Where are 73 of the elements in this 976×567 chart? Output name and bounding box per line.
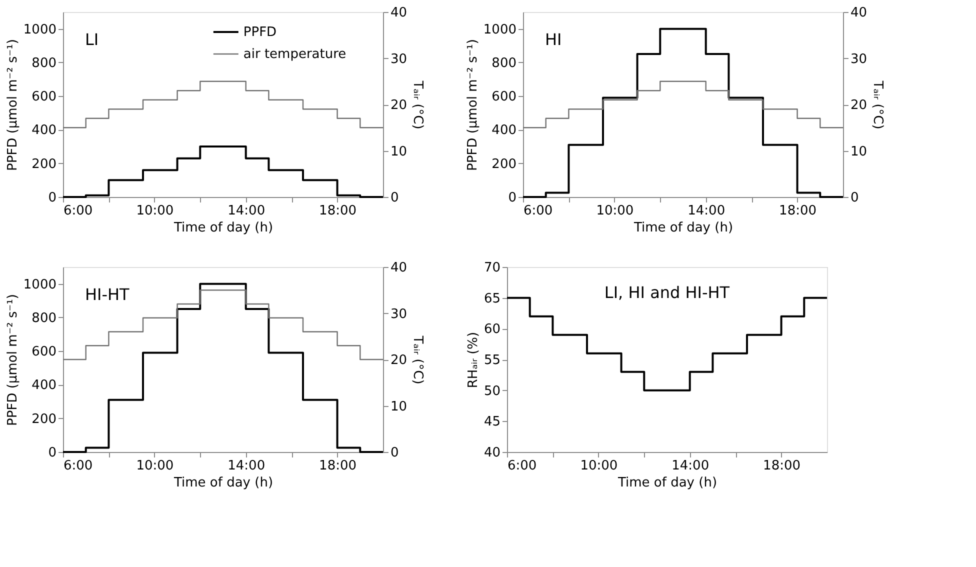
y-tick-label: 400 <box>492 123 516 138</box>
x-axis-title: Time of day (h) <box>172 220 274 236</box>
y2-tick-label: 30 <box>390 52 408 67</box>
y2-tick-label: 20 <box>850 98 868 113</box>
y2-tick-label: 0 <box>850 190 859 206</box>
y2-tick-label: 40 <box>390 260 408 276</box>
legend-label: PPFD <box>243 25 277 40</box>
y2-tick-label: 20 <box>390 98 408 113</box>
x-axis-title: Time of day (h) <box>632 220 734 236</box>
x-axis-title: Time of day (h) <box>172 476 274 490</box>
legend-label: air temperature <box>243 47 346 62</box>
y-tick-label: 1000 <box>483 22 516 38</box>
x-tick-label: 14:00 <box>228 458 266 474</box>
x-tick-label: 14:00 <box>688 204 726 218</box>
y-tick-label: 45 <box>484 414 500 430</box>
y-axis-title: PPFD (µmol m⁻² s⁻¹) <box>5 39 20 171</box>
annotation: HI <box>545 30 562 49</box>
y2-tick-label: 0 <box>390 446 399 460</box>
y2-tick-label: 30 <box>390 306 408 322</box>
y-axis-title: RHₐᵢᵣ (%) <box>466 332 481 388</box>
x-tick-label: 14:00 <box>672 458 710 474</box>
x-tick-label: 6:00 <box>64 458 93 474</box>
x-tick-label: 10:00 <box>136 458 174 474</box>
y-tick-label: 1000 <box>23 22 56 38</box>
x-tick-label: 6:00 <box>524 204 553 218</box>
y2-tick-label: 10 <box>390 144 408 160</box>
y-tick-label: 50 <box>484 384 500 399</box>
y2-tick-label: 20 <box>390 353 408 368</box>
y-tick-label: 55 <box>484 353 500 368</box>
x-tick-label: 10:00 <box>580 458 618 474</box>
y2-tick-label: 40 <box>390 6 408 20</box>
y2-tick-label: 30 <box>850 52 868 67</box>
annotation: HI-HT <box>85 285 130 304</box>
annotation: LI, HI and HI-HT <box>604 283 730 302</box>
x-tick-label: 18:00 <box>319 458 357 474</box>
y2-axis-title: Tₐᵢᵣ (°C) <box>410 80 426 130</box>
y-axis-title: PPFD (µmol m⁻² s⁻¹) <box>5 294 20 426</box>
x-tick-label: 18:00 <box>763 458 801 474</box>
y-axis-title: PPFD (µmol m⁻² s⁻¹) <box>465 39 480 171</box>
y2-axis-title: Tₐᵢᵣ (°C) <box>410 334 426 384</box>
x-tick-label: 10:00 <box>136 204 174 218</box>
y-tick-label: 200 <box>32 156 56 172</box>
y-tick-label: 0 <box>508 190 516 206</box>
y-tick-label: 600 <box>492 90 516 105</box>
y-tick-label: 600 <box>32 90 56 105</box>
x-tick-label: 6:00 <box>508 458 537 474</box>
y-tick-label: 400 <box>32 378 56 394</box>
y-tick-label: 800 <box>32 56 56 71</box>
y2-tick-label: 0 <box>390 190 399 206</box>
y-tick-label: 0 <box>48 190 56 206</box>
y-tick-label: 1000 <box>23 277 56 292</box>
y-tick-label: 200 <box>492 156 516 172</box>
y2-tick-label: 10 <box>390 399 408 414</box>
y2-tick-label: 40 <box>850 6 868 20</box>
y-tick-label: 200 <box>32 412 56 427</box>
y-tick-label: 400 <box>32 123 56 138</box>
x-axis-title: Time of day (h) <box>616 476 718 490</box>
y-tick-label: 0 <box>48 446 56 460</box>
x-tick-label: 18:00 <box>779 204 817 218</box>
y-tick-label: 40 <box>484 446 500 460</box>
x-tick-label: 6:00 <box>64 204 93 218</box>
x-tick-label: 18:00 <box>319 204 357 218</box>
y-tick-label: 60 <box>484 322 500 338</box>
annotation: LI <box>85 30 99 49</box>
y-tick-label: 70 <box>484 260 500 276</box>
x-tick-label: 10:00 <box>596 204 634 218</box>
y2-axis-title: Tₐᵢᵣ (°C) <box>870 80 886 130</box>
y-tick-label: 800 <box>492 56 516 71</box>
y-tick-label: 800 <box>32 310 56 326</box>
y-tick-label: 600 <box>32 344 56 360</box>
y-tick-label: 65 <box>484 291 500 306</box>
x-tick-label: 14:00 <box>228 204 266 218</box>
y2-tick-label: 10 <box>850 144 868 160</box>
